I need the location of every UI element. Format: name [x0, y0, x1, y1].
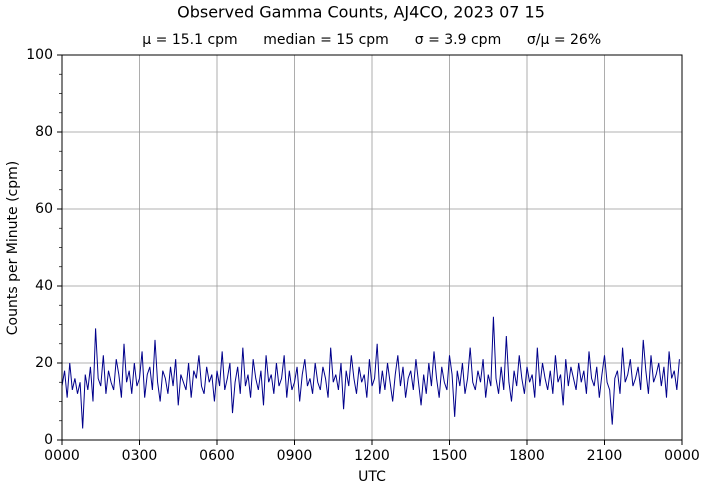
y-tick-label: 20	[35, 355, 53, 371]
x-tick-label: 1800	[509, 448, 545, 464]
y-tick-label: 100	[26, 47, 53, 63]
stat: σ = 3.9 cpm	[415, 32, 501, 48]
x-tick-label: 1500	[432, 448, 468, 464]
y-tick-label: 60	[35, 201, 53, 217]
y-tick-label: 80	[35, 124, 53, 140]
y-axis-label: Counts per Minute (cpm)	[5, 161, 21, 335]
x-tick-label: 0600	[199, 448, 235, 464]
x-tick-label: 1200	[354, 448, 390, 464]
chart-title: Observed Gamma Counts, AJ4CO, 2023 07 15	[177, 3, 545, 22]
data-line	[61, 316, 680, 429]
x-tick-label: 0300	[122, 448, 158, 464]
x-tick-label: 0000	[44, 448, 80, 464]
stat: median = 15 cpm	[263, 32, 389, 48]
x-tick-label: 0900	[277, 448, 313, 464]
x-tick-label: 0000	[664, 448, 700, 464]
stat: σ/μ = 26%	[527, 32, 601, 48]
x-tick-label: 2100	[587, 448, 623, 464]
plot-frame	[61, 54, 683, 441]
x-axis-label: UTC	[358, 469, 386, 485]
y-tick-label: 40	[35, 278, 53, 294]
stat: μ = 15.1 cpm	[142, 32, 237, 48]
y-tick-label: 0	[44, 432, 53, 448]
